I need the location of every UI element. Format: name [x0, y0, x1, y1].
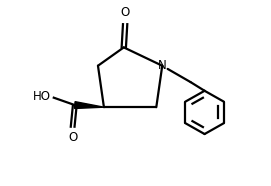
Text: O: O — [121, 7, 130, 19]
Text: HO: HO — [33, 90, 51, 103]
Text: N: N — [158, 59, 167, 72]
Polygon shape — [75, 102, 104, 108]
Text: O: O — [68, 132, 77, 145]
